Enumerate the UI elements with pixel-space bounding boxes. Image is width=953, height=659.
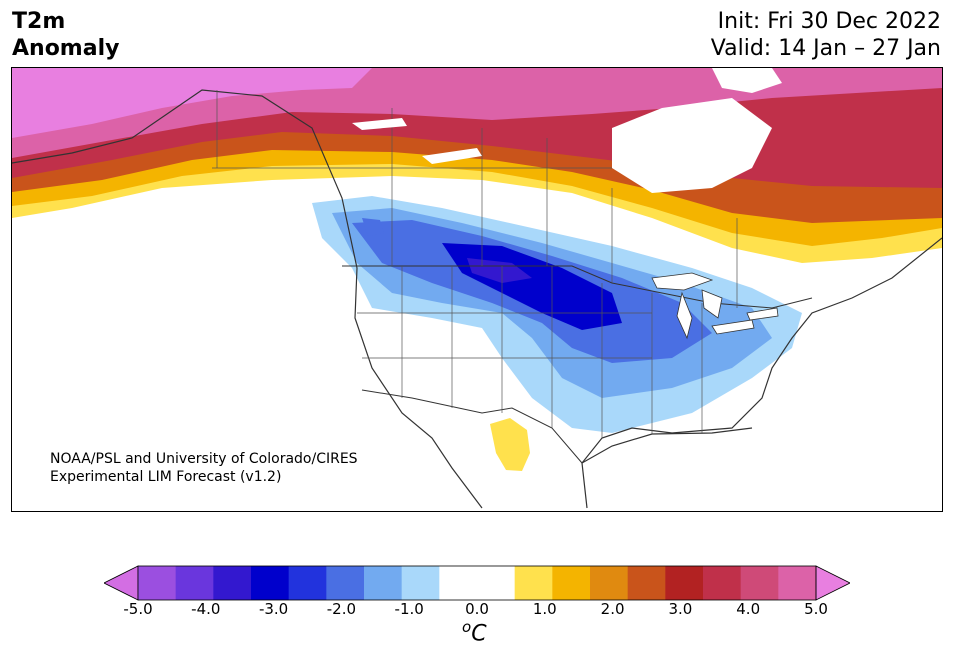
lakes-canada [352,118,482,164]
colorbar-unit: oC [462,618,487,646]
cold-spot-west [362,218,384,236]
colorbar-cell [665,566,704,600]
colorbar-cell [213,566,252,600]
colorbar-cell [288,566,327,600]
state-borders [357,266,703,438]
date-info: Init: Fri 30 Dec 2022 Valid: 14 Jan – 27… [711,8,941,62]
colorbar-tick-label: 3.0 [668,600,693,618]
valid-range: Valid: 14 Jan – 27 Jan [710,36,941,61]
hudson-bay [612,98,772,193]
colorbar-outline [137,565,817,601]
warm-region-magenta [12,68,372,138]
colorbar-tick-label: 5.0 [804,600,828,618]
colorbar-arrow-low [104,565,139,601]
unit-degree: o [462,618,472,636]
colorbar-cell [740,566,779,600]
gulf-coast [581,427,753,464]
anomaly-label: Anomaly [12,36,120,61]
colorbar-tick-label: -3.0 [258,600,289,618]
colorbar-arrow-high [815,565,850,601]
colorbar-cell [439,566,478,600]
colorbar-tick-label: 2.0 [600,600,625,618]
colorbar-tick-label: -4.0 [191,600,221,618]
colorbar-tick-label: -2.0 [326,600,357,618]
map-canvas [12,68,942,509]
colorbar-cell [477,566,516,600]
colorbar-cell [175,566,214,600]
colorbar-cells [104,565,850,601]
init-date: Init: Fri 30 Dec 2022 [717,9,941,34]
colorbar-cell [552,566,591,600]
colorbar-cell [326,566,365,600]
credit-line-2: Experimental LIM Forecast (v1.2) [50,469,282,485]
colorbar-cell [401,566,440,600]
coastline-west [12,89,483,509]
warm-blob-mexico [490,418,530,471]
province-borders [212,90,738,308]
unit-celsius: C [471,621,487,647]
colorbar [104,565,850,601]
credit-line-1: NOAA/PSL and University of Colorado/CIRE… [50,451,358,467]
arctic-ocean-gap [712,68,782,93]
colorbar-tick-label: -5.0 [123,600,153,618]
colorbar-cell [251,566,290,600]
us-canada-border [342,265,813,309]
colorbar-tick-label: 0.0 [465,600,489,618]
colorbar-tick-label: -1.0 [394,600,424,618]
colorbar-cell [514,566,553,600]
great-lakes [651,272,779,340]
colorbar-cell [627,566,666,600]
anomaly-map: NOAA/PSL and University of Colorado/CIRE… [11,67,943,512]
colorbar-cell [364,566,403,600]
colorbar-cell [703,566,742,600]
colorbar-cell [138,566,177,600]
colorbar-tick-label: 1.0 [532,600,557,618]
chart-title: T2m Anomaly [12,8,119,62]
colorbar-tick-label: 4.0 [736,600,761,618]
colorbar-ticks: -5.0 -4.0 -3.0 -2.0 -1.0 0.0 1.0 2.0 3.0 4.0 5.0 [0,600,953,620]
us-mexico-border [361,389,583,464]
colorbar-cell [590,566,629,600]
colorbar-cell [778,566,817,600]
cold-region-core [467,258,532,283]
credit-text: NOAA/PSL and University of Colorado/CIRE… [50,450,358,486]
variable-label: T2m [12,9,66,34]
